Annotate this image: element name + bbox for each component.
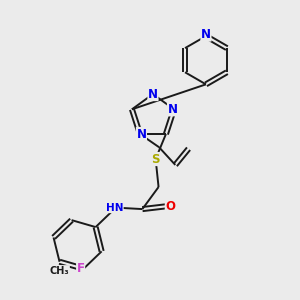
Text: N: N [148, 88, 158, 100]
Text: N: N [167, 103, 178, 116]
Text: F: F [76, 262, 85, 275]
Text: CH₃: CH₃ [50, 266, 69, 276]
Text: N: N [201, 28, 211, 41]
Text: HN: HN [106, 202, 123, 213]
Text: N: N [136, 128, 146, 140]
Text: S: S [152, 152, 160, 166]
Text: O: O [165, 200, 175, 213]
